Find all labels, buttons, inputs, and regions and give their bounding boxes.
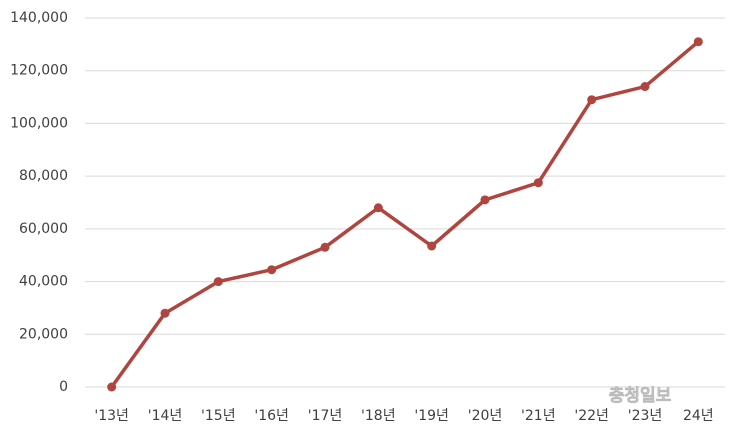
point	[107, 382, 117, 392]
point	[587, 95, 597, 105]
point	[533, 178, 543, 188]
x-tick-label: '17년	[308, 408, 343, 424]
x-tick-label: '20년	[468, 408, 503, 424]
point	[480, 195, 490, 205]
point	[160, 308, 170, 318]
y-tick-label: 60,000	[19, 221, 68, 237]
x-tick-label: '13년	[94, 408, 129, 424]
x-tick-label: '14년	[148, 408, 183, 424]
point	[693, 37, 703, 47]
x-tick-label: 24년	[683, 408, 714, 424]
point	[640, 82, 650, 92]
y-tick-label: 80,000	[19, 168, 68, 184]
x-tick-label: '16년	[254, 408, 289, 424]
watermark: 충청일보	[609, 385, 672, 406]
point	[213, 277, 223, 287]
x-tick-label: '22년	[574, 408, 609, 424]
y-tick-label: 0	[59, 379, 68, 395]
y-tick-label: 120,000	[10, 63, 68, 79]
x-tick-label: '15년	[201, 408, 236, 424]
x-tick-label: '18년	[361, 408, 396, 424]
y-tick-label: 100,000	[10, 115, 68, 131]
y-tick-label: 20,000	[19, 326, 68, 342]
point	[320, 242, 330, 252]
point	[373, 203, 383, 213]
x-tick-label: '21년	[521, 408, 556, 424]
y-tick-label: 40,000	[19, 274, 68, 290]
y-tick-label: 140,000	[10, 10, 68, 26]
point	[427, 241, 437, 251]
x-tick-label: '23년	[628, 408, 663, 424]
point	[267, 265, 277, 275]
line	[110, 40, 700, 389]
x-tick-label: '19년	[414, 408, 449, 424]
